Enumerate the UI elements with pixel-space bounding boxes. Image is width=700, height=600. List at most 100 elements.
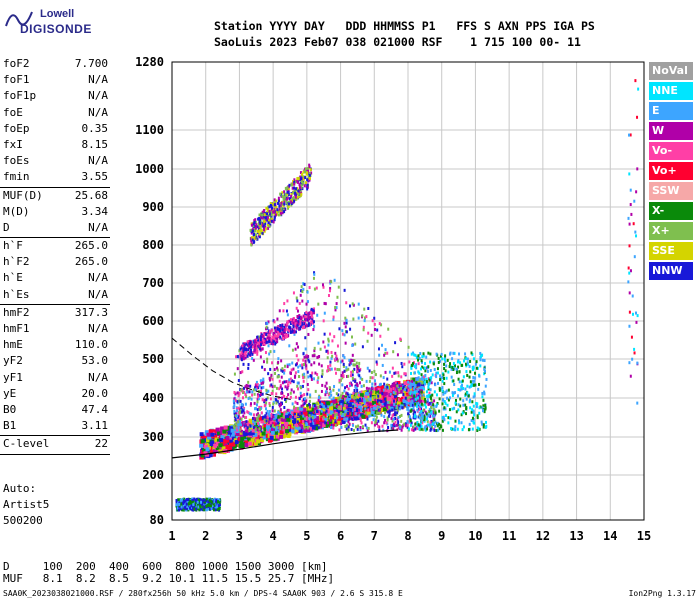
data-point (293, 418, 298, 423)
data-point (340, 374, 343, 378)
data-point (354, 342, 357, 346)
data-point (421, 421, 424, 425)
data-point (308, 402, 311, 406)
data-point (300, 427, 305, 432)
data-point (257, 428, 260, 432)
data-point (361, 392, 366, 397)
param-value: N/A (88, 370, 108, 384)
data-point (276, 375, 279, 379)
data-point (367, 408, 372, 413)
data-point (347, 428, 350, 432)
data-point (478, 382, 481, 386)
data-point (265, 401, 268, 405)
data-point (258, 416, 263, 421)
data-point (628, 133, 631, 137)
data-point (291, 348, 294, 352)
data-point (373, 316, 376, 320)
data-point (265, 325, 268, 329)
data-point (350, 408, 353, 412)
data-point (329, 286, 332, 290)
data-point (189, 503, 192, 507)
data-point (379, 389, 384, 394)
data-point (274, 328, 277, 332)
data-point (310, 377, 313, 381)
data-point (403, 372, 406, 376)
data-point (335, 354, 338, 358)
data-point (425, 377, 428, 381)
data-point (308, 417, 311, 421)
data-point (400, 413, 403, 417)
data-point (372, 406, 375, 410)
data-point (276, 208, 279, 212)
data-point (270, 210, 273, 214)
data-point (267, 210, 270, 214)
data-point (246, 340, 249, 344)
data-point (370, 390, 373, 394)
data-point (426, 394, 429, 398)
param-row: D N/A (0, 220, 110, 236)
data-point (308, 414, 311, 418)
data-point (481, 406, 484, 410)
param-row: MUF(D) 25.68 (0, 188, 110, 204)
data-point (312, 421, 315, 425)
data-point (240, 358, 243, 362)
data-point (382, 407, 387, 412)
data-point (383, 397, 386, 401)
data-point (184, 503, 187, 507)
data-point (205, 447, 210, 452)
profile-curve (171, 429, 398, 459)
data-point (286, 417, 291, 422)
data-point (191, 506, 194, 510)
data-point (428, 401, 431, 405)
data-point (394, 413, 397, 417)
data-point (433, 414, 436, 418)
data-point (345, 427, 348, 431)
data-point (300, 317, 303, 321)
data-point (398, 407, 401, 411)
data-point (480, 354, 483, 358)
data-point (452, 365, 455, 369)
param-row: foE N/A (0, 105, 110, 121)
data-point (306, 171, 309, 175)
x-tick-label: 2 (202, 529, 209, 543)
data-point (466, 362, 469, 366)
data-point (237, 394, 240, 398)
data-point (461, 428, 464, 432)
data-point (278, 425, 283, 430)
data-point (412, 363, 415, 367)
data-point (273, 430, 278, 435)
data-point (336, 295, 339, 299)
data-point (258, 347, 261, 351)
data-point (445, 389, 448, 393)
data-point (370, 402, 373, 406)
data-point (237, 406, 240, 410)
data-point (234, 392, 237, 396)
data-point (438, 386, 441, 390)
data-point (235, 355, 238, 359)
data-point (242, 409, 245, 413)
data-point (341, 376, 344, 380)
data-point (419, 424, 422, 428)
data-point (257, 436, 262, 441)
data-point (392, 350, 395, 354)
data-point (446, 396, 449, 400)
data-point (255, 343, 258, 347)
data-point (295, 187, 298, 191)
data-point (250, 397, 253, 401)
param-name: h`F2 (3, 255, 30, 269)
data-point (366, 339, 369, 343)
data-point (296, 427, 299, 431)
data-point (320, 374, 323, 378)
data-point (325, 406, 330, 411)
data-point (349, 384, 352, 388)
data-point (237, 379, 240, 383)
data-point (300, 404, 303, 408)
param-value: N/A (88, 89, 108, 103)
data-point (217, 504, 220, 508)
data-point (429, 428, 432, 432)
data-point (443, 400, 446, 404)
data-point (388, 409, 391, 413)
data-point (240, 346, 243, 350)
data-point (228, 439, 233, 444)
data-point (213, 504, 216, 508)
